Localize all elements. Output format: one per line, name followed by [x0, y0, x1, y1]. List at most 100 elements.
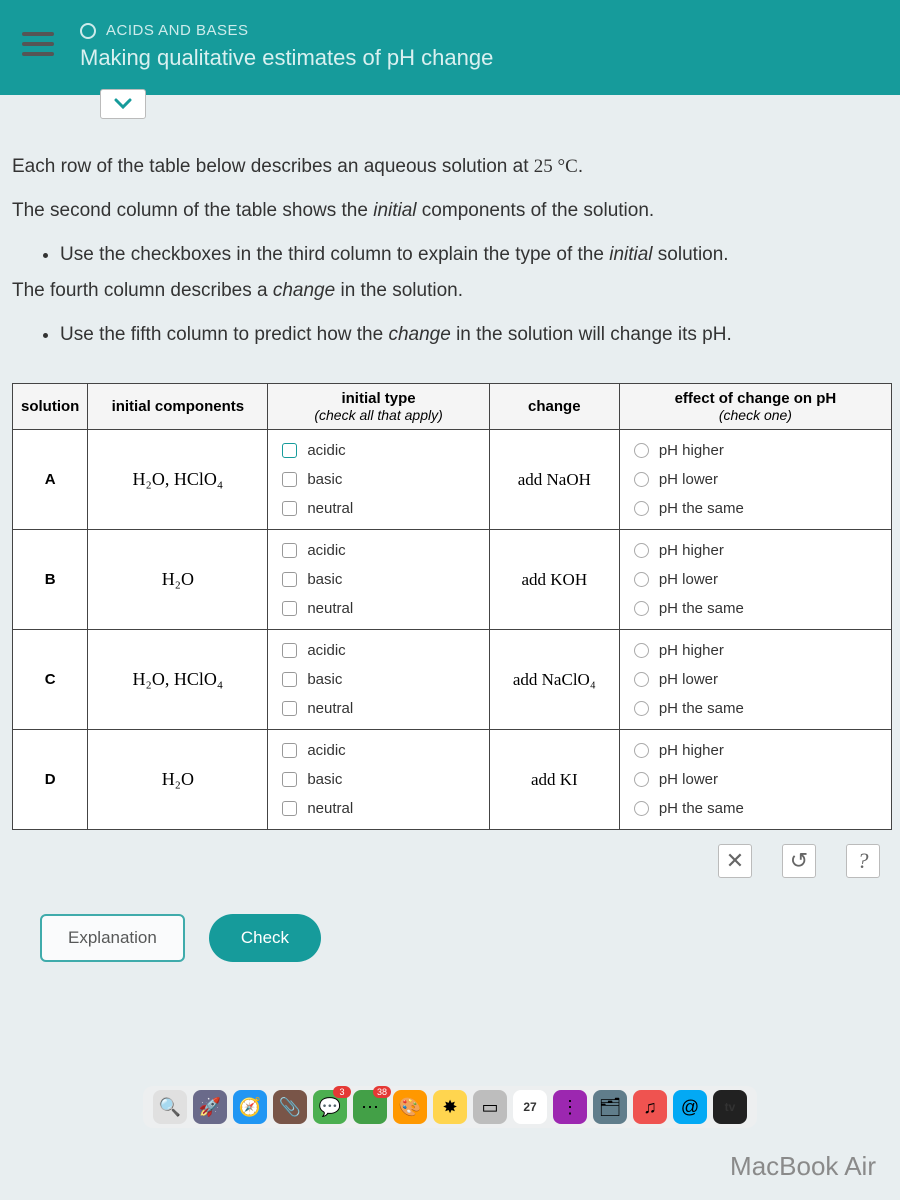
radio-ph-lower[interactable] — [634, 672, 649, 687]
label-ph-higher: pH higher — [659, 742, 724, 759]
help-button[interactable]: ? — [846, 844, 880, 878]
dock-app-icon[interactable]: 27 — [513, 1090, 547, 1124]
dock-app-icon[interactable]: @ — [673, 1090, 707, 1124]
label-ph-lower: pH lower — [659, 771, 718, 788]
label-ph-lower: pH lower — [659, 671, 718, 688]
checkbox-acidic[interactable] — [282, 443, 297, 458]
radio-ph-lower[interactable] — [634, 772, 649, 787]
dock-app-icon[interactable]: ✸ — [433, 1090, 467, 1124]
change-cell: add KI — [489, 730, 619, 830]
checkbox-neutral[interactable] — [282, 501, 297, 516]
change-cell: add NaOH — [489, 430, 619, 530]
label-ph-higher: pH higher — [659, 542, 724, 559]
checkbox-acidic[interactable] — [282, 643, 297, 658]
solution-id: D — [13, 730, 88, 830]
dock-app-icon[interactable]: ▭ — [473, 1090, 507, 1124]
toolbar: ✕ ↺ ? — [12, 844, 880, 878]
checkbox-neutral[interactable] — [282, 701, 297, 716]
dock-app-icon[interactable]: 🎨 — [393, 1090, 427, 1124]
label-neutral: neutral — [307, 600, 353, 617]
label-ph-same: pH the same — [659, 700, 744, 717]
reset-button[interactable]: ↺ — [782, 844, 816, 878]
label-acidic: acidic — [307, 642, 345, 659]
dock-app-icon[interactable]: ⋮ — [553, 1090, 587, 1124]
close-button[interactable]: ✕ — [718, 844, 752, 878]
device-label: MacBook Air — [730, 1151, 876, 1182]
check-button[interactable]: Check — [209, 914, 321, 962]
checkbox-neutral[interactable] — [282, 601, 297, 616]
effect-options: pH higher pH lower pH the same — [619, 730, 891, 830]
label-ph-same: pH the same — [659, 800, 744, 817]
label-basic: basic — [307, 771, 342, 788]
effect-options: pH higherpH lowerpH the same — [619, 430, 891, 530]
label-basic: basic — [307, 471, 342, 488]
initial-components: H₂O, HClO₄ — [88, 430, 268, 530]
col-effect: effect of change on pH (check one) — [619, 384, 891, 430]
label-ph-same: pH the same — [659, 500, 744, 517]
checkbox-acidic[interactable] — [282, 743, 297, 758]
table-row: CH₂O, HClO₄acidicbasicneutraladd NaClO₄p… — [13, 630, 892, 730]
macos-dock: 🔍🚀🧭📎💬⋯🎨✸▭27⋮🗂♫@tv — [143, 1086, 757, 1128]
label-neutral: neutral — [307, 500, 353, 517]
dock-app-icon[interactable]: ⋯ — [353, 1090, 387, 1124]
topic-radio-icon — [80, 23, 96, 39]
dock-app-icon[interactable]: 🚀 — [193, 1090, 227, 1124]
topic-label: ACIDS AND BASES — [106, 22, 249, 39]
table-row: DH₂Oacidicbasicneutraladd KIpH higherpH … — [13, 730, 892, 830]
dock-app-icon[interactable]: 💬 — [313, 1090, 347, 1124]
radio-ph-lower[interactable] — [634, 572, 649, 587]
effect-options: pH higher pH lower pH the same — [619, 530, 891, 630]
label-neutral: neutral — [307, 700, 353, 717]
dock-app-icon[interactable]: 🔍 — [153, 1090, 187, 1124]
radio-ph-lower[interactable] — [634, 472, 649, 487]
checkbox-basic[interactable] — [282, 672, 297, 687]
table-row: AH₂O, HClO₄acidicbasicneutraladd NaOHpH … — [13, 430, 892, 530]
solutions-table: solution initial components initial type… — [12, 383, 892, 830]
col-components: initial components — [88, 384, 268, 430]
label-basic: basic — [307, 571, 342, 588]
app-header: ACIDS AND BASES Making qualitative estim… — [0, 0, 900, 95]
solution-id: A — [13, 430, 88, 530]
initial-components: H₂O — [88, 730, 268, 830]
checkbox-basic[interactable] — [282, 572, 297, 587]
checkbox-acidic[interactable] — [282, 543, 297, 558]
dock-app-icon[interactable]: 📎 — [273, 1090, 307, 1124]
initial-type-options: acidic basic neutral — [268, 730, 489, 830]
checkbox-neutral[interactable] — [282, 801, 297, 816]
radio-ph-same[interactable] — [634, 601, 649, 616]
attempt-dropdown[interactable] — [100, 89, 146, 119]
initial-type-options: acidic basic neutral — [268, 430, 489, 530]
solution-id: B — [13, 530, 88, 630]
checkbox-basic[interactable] — [282, 772, 297, 787]
page-title: Making qualitative estimates of pH chang… — [80, 45, 880, 71]
instructions: Each row of the table below describes an… — [0, 95, 900, 353]
dock-app-icon[interactable]: tv — [713, 1090, 747, 1124]
label-ph-higher: pH higher — [659, 442, 724, 459]
effect-options: pH higher pH lower pH the same — [619, 630, 891, 730]
label-ph-same: pH the same — [659, 600, 744, 617]
dock-app-icon[interactable]: ♫ — [633, 1090, 667, 1124]
radio-ph-higher[interactable] — [634, 543, 649, 558]
radio-ph-same[interactable] — [634, 501, 649, 516]
explanation-button[interactable]: Explanation — [40, 914, 185, 962]
dock-app-icon[interactable]: 🧭 — [233, 1090, 267, 1124]
hamburger-icon[interactable] — [22, 32, 54, 56]
label-ph-lower: pH lower — [659, 571, 718, 588]
label-acidic: acidic — [307, 542, 345, 559]
initial-components: H₂O, HClO₄ — [88, 630, 268, 730]
initial-components: H₂O — [88, 530, 268, 630]
label-ph-higher: pH higher — [659, 642, 724, 659]
label-acidic: acidic — [307, 442, 345, 459]
radio-ph-higher[interactable] — [634, 743, 649, 758]
col-solution: solution — [13, 384, 88, 430]
radio-ph-same[interactable] — [634, 801, 649, 816]
radio-ph-same[interactable] — [634, 701, 649, 716]
label-neutral: neutral — [307, 800, 353, 817]
dock-app-icon[interactable]: 🗂 — [593, 1090, 627, 1124]
label-acidic: acidic — [307, 742, 345, 759]
initial-type-options: acidicbasicneutral — [268, 630, 489, 730]
radio-ph-higher[interactable] — [634, 643, 649, 658]
checkbox-basic[interactable] — [282, 472, 297, 487]
radio-ph-higher[interactable] — [634, 443, 649, 458]
change-cell: add KOH — [489, 530, 619, 630]
